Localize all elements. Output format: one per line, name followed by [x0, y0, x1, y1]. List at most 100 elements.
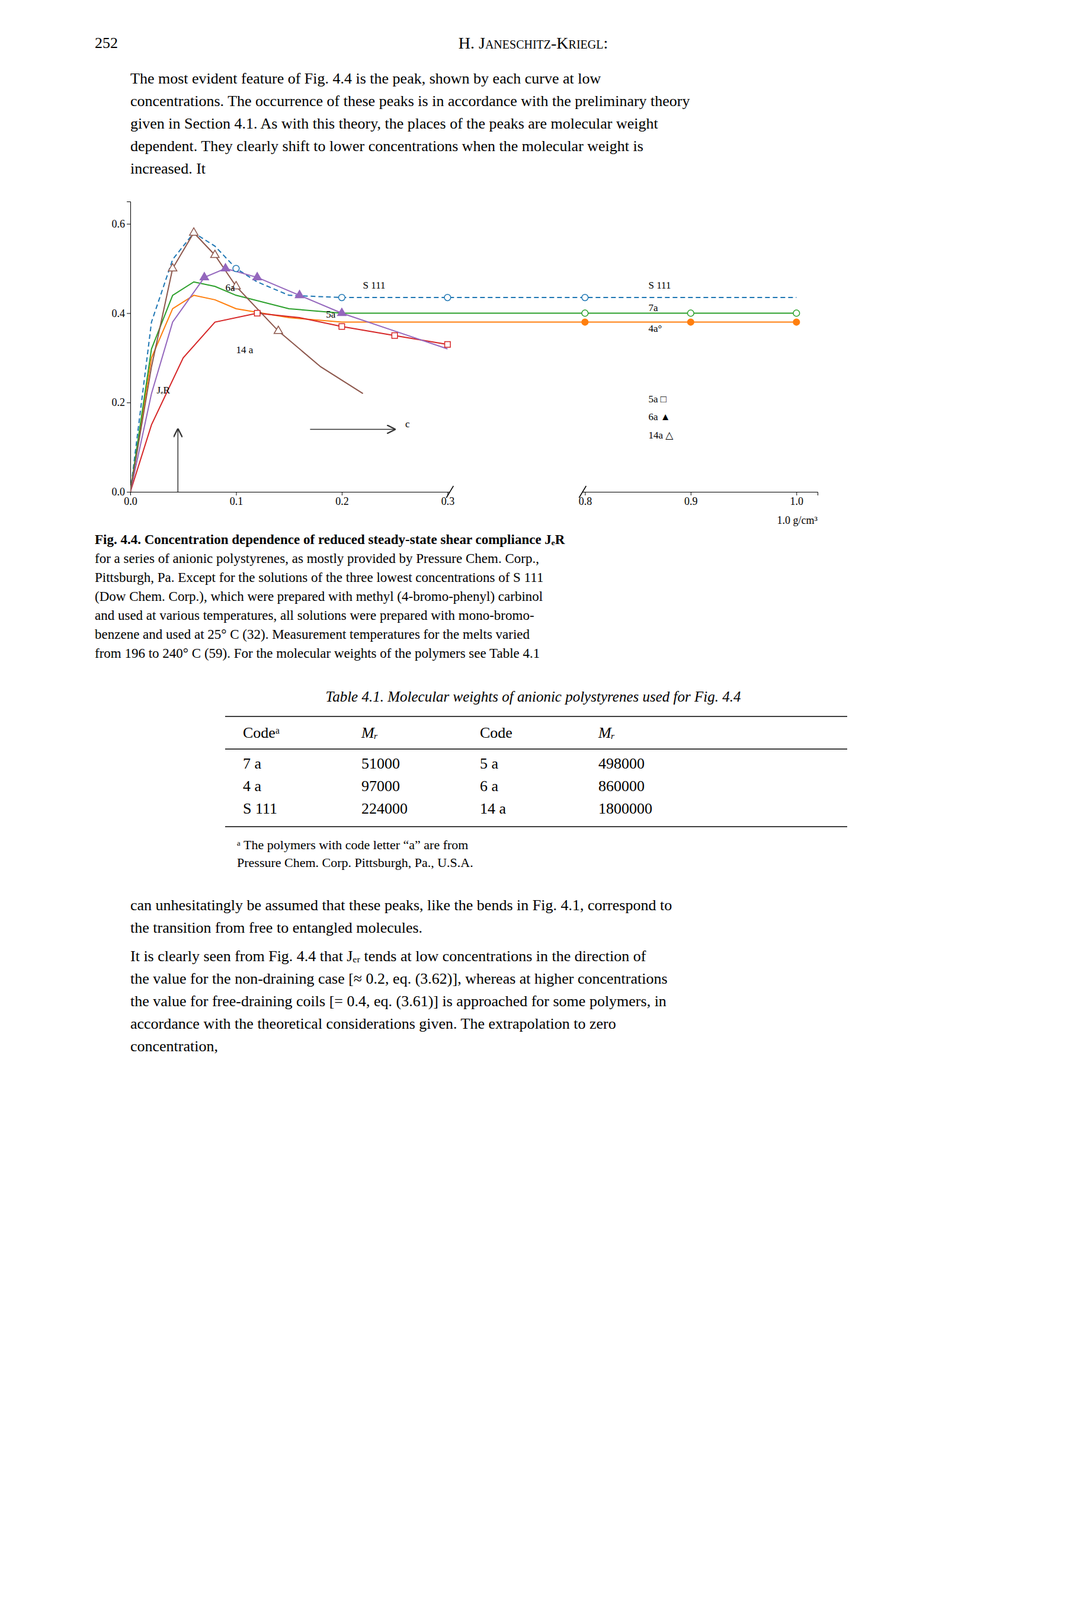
data-point — [581, 318, 589, 326]
y-tick-mark — [126, 223, 131, 225]
data-point — [391, 332, 397, 338]
annotation: 4a° — [648, 322, 662, 335]
page: 252 H. Janeschitz-Kriegl: The most evident… — [0, 0, 1067, 1600]
x-tick: 0.2 — [335, 491, 349, 508]
data-point — [295, 290, 304, 298]
data-point — [337, 308, 346, 316]
data-point — [252, 272, 262, 280]
page-header: H. Janeschitz-Kriegl: — [458, 33, 608, 53]
y-tick-mark — [126, 491, 131, 493]
paragraph-line: the value for the non-draining case [≈ 0… — [130, 969, 668, 988]
table-cell: 4 a — [242, 777, 262, 795]
table-cell: 224000 — [361, 799, 408, 817]
table-cell: 1800000 — [598, 799, 653, 817]
table-header: Code — [479, 723, 513, 742]
paragraph-line: concentration, — [130, 1037, 219, 1055]
x-tick: 0.0 — [123, 491, 138, 508]
background — [0, 0, 1067, 1600]
paragraph-line: increased. It — [130, 159, 207, 178]
plot: 0.00.10.20.30.80.91.00.00.20.40.61.0 g/c… — [111, 202, 819, 527]
y-tick-label: 0.2 — [111, 396, 126, 409]
annotation: 5a — [325, 308, 336, 320]
curve — [130, 232, 797, 492]
table-rule — [225, 715, 848, 717]
x-tick: 0.3 — [441, 491, 456, 508]
table-cell: 6 a — [479, 777, 499, 795]
y-axis: 0.0 0.2 0.4 0.6 — [111, 202, 131, 499]
table-cell: 860000 — [598, 777, 645, 795]
x-tick: 0.8 — [578, 491, 593, 508]
data-point — [687, 318, 694, 326]
x-tick: 1.0 — [790, 491, 804, 508]
table-footnote: Pressure Chem. Corp. Pittsburgh, Pa., U.… — [236, 854, 474, 870]
x-tick: 0.1 — [229, 491, 244, 508]
curve — [130, 232, 364, 492]
axis-break-mark — [578, 485, 586, 498]
data-point — [444, 341, 451, 347]
axis-break — [446, 485, 586, 498]
data-point — [687, 309, 694, 317]
data-point — [444, 294, 451, 301]
data-point — [232, 265, 240, 272]
data-point — [793, 318, 800, 326]
caption-line: (Dow Chem. Corp.), which were prepared w… — [94, 588, 543, 604]
paragraph-line: the transition from free to entangled mo… — [130, 918, 423, 937]
caption-line: benzene and used at 25° C (32). Measurem… — [94, 626, 531, 642]
table-header: Mᵣ — [360, 723, 378, 742]
table-footnote: ᵃ The polymers with code letter “a” are … — [236, 837, 469, 852]
annotation: S 111 — [648, 279, 671, 291]
curve — [130, 295, 797, 492]
x-tick-label: 0.2 — [335, 495, 349, 508]
table-cell: 498000 — [598, 754, 645, 772]
table-cell: 97000 — [361, 777, 400, 795]
annotation: 14 a — [235, 344, 253, 356]
paragraph-line: accordance with the theoretical consider… — [130, 1014, 617, 1033]
curve — [130, 268, 448, 492]
axis-break-mark — [446, 485, 454, 498]
data-point — [338, 294, 346, 301]
arrows — [177, 428, 395, 492]
y-tick: 0.0 — [111, 485, 131, 498]
y-tick: 0.2 — [111, 396, 131, 409]
y-tick-mark — [126, 312, 131, 314]
caption-line: and used at various temperatures, all so… — [94, 607, 535, 623]
x-tick-label: 0.9 — [684, 495, 698, 508]
table-title: Table 4.1. Molecular weights of anionic … — [325, 688, 742, 705]
curve — [130, 282, 797, 492]
caption-line: from 196 to 240° C (59). For the molecul… — [94, 645, 540, 661]
data-point — [581, 294, 589, 301]
arrow — [177, 428, 179, 492]
y-tick-label: 0.6 — [111, 218, 126, 230]
x-tick: 0.9 — [684, 491, 698, 508]
paragraph-line: The most evident feature of Fig. 4.4 is … — [130, 69, 601, 88]
y-tick: 0.4 — [111, 307, 131, 320]
data-point — [168, 263, 177, 271]
caption-line: for a series of anionic polystyrenes, as… — [94, 550, 540, 566]
page-number: 252 — [94, 34, 118, 52]
y-tick-label: 0.0 — [111, 485, 126, 498]
paragraph-line: dependent. They clearly shift to lower c… — [130, 137, 644, 155]
annotation: 6a — [225, 282, 236, 294]
y-tick-mark — [126, 402, 131, 403]
annotation: 14a △ — [648, 429, 674, 441]
annotation: JₑR — [156, 384, 171, 396]
paragraph-line: given in Section 4.1. As with this theor… — [130, 114, 659, 133]
x-tick-label: 0.8 — [578, 495, 593, 508]
caption-line: Pittsburgh, Pa. Except for the solutions… — [94, 569, 544, 585]
annotation: c — [405, 418, 410, 430]
table-cell: 5 a — [479, 754, 499, 772]
x-tick-label: 1.0 — [790, 495, 804, 508]
annotation: S 111 — [363, 279, 386, 291]
table-header: Codeᵃ — [242, 723, 280, 742]
x-tick-label: 0.0 — [123, 495, 138, 508]
table-rule — [225, 748, 848, 750]
annotation: 5a □ — [648, 393, 667, 405]
data-point — [338, 323, 345, 329]
table-cell: S 111 — [242, 799, 278, 817]
data-point — [274, 325, 283, 333]
data-point — [200, 272, 209, 280]
y-tick: 0.6 — [111, 218, 131, 230]
paragraph-line: It is clearly seen from Fig. 4.4 that Jₑ… — [130, 947, 647, 965]
paragraph-line: the value for free-draining coils [= 0.4… — [130, 992, 667, 1010]
x-tick-label: 0.3 — [441, 495, 456, 508]
